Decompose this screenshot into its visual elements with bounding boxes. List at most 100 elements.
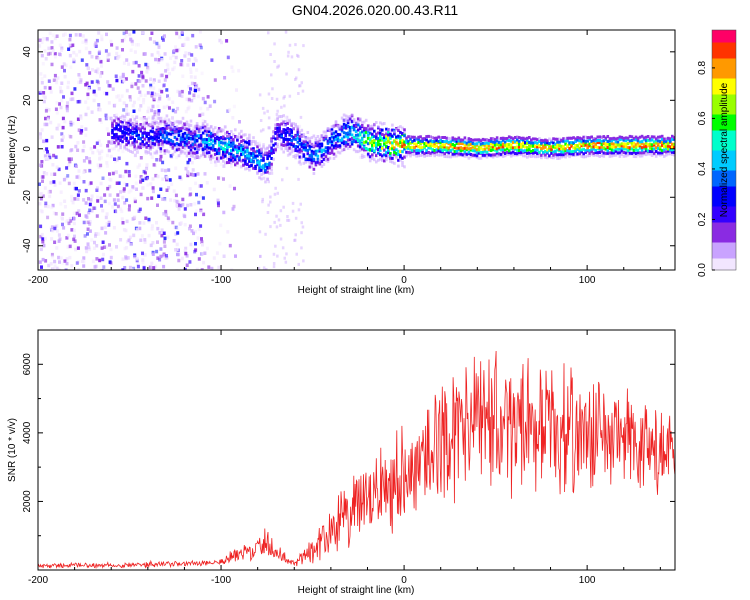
spectrogram-noise-cell	[123, 246, 127, 251]
spectrogram-signal-cell	[479, 139, 483, 143]
spectrogram-signal-cell	[125, 128, 128, 132]
spectrogram-signal-cell	[550, 151, 553, 155]
spectrogram-signal-cell	[628, 146, 632, 150]
spectrogram-noise-cell	[167, 186, 171, 190]
spectrogram-noise-cell	[222, 254, 226, 258]
spectrogram-x-tick-label: -100	[211, 275, 231, 286]
colorbar-band	[712, 250, 736, 255]
spectrogram-signal-cell	[604, 142, 608, 146]
spectrogram-signal-cell	[403, 147, 406, 151]
spectrogram-signal-cell	[425, 141, 428, 145]
spectrogram-signal-cell	[397, 142, 400, 146]
spectrogram-noise-cell	[108, 243, 111, 247]
spectrogram-signal-cell	[618, 138, 622, 142]
spectrogram-signal-cell	[230, 161, 233, 165]
spectrogram-signal-cell	[538, 150, 541, 154]
spectrogram-signal-cell	[167, 126, 171, 129]
spectrogram-signal-cell	[358, 133, 362, 137]
spectrogram-signal-cell	[509, 139, 513, 143]
spectrogram-signal-cell	[326, 151, 330, 155]
spectrogram-signal-cell	[469, 142, 473, 146]
spectrogram-signal-cell	[300, 143, 304, 147]
spectrogram-signal-cell	[137, 133, 140, 137]
spectrogram-signal-cell	[417, 137, 420, 141]
colorbar-band	[712, 146, 736, 151]
spectrogram-noise-cell	[101, 252, 105, 257]
spectrogram-signal-cell	[556, 143, 559, 147]
spectrogram-noise-cell	[61, 135, 65, 139]
spectrogram-noise-cell	[93, 240, 96, 245]
spectrogram-noise-cell	[172, 49, 176, 53]
spectrogram-signal-cell	[602, 135, 606, 139]
spectrogram-signal-cell	[133, 117, 136, 121]
spectrogram-noise-cell	[122, 31, 126, 36]
spectrogram-noise-cell	[73, 234, 76, 239]
spectrogram-noise-cell	[262, 266, 266, 270]
spectrogram-noise-cell	[95, 79, 99, 84]
spectrogram-noise-cell	[299, 84, 302, 88]
spectrogram-noise-cell	[167, 121, 171, 125]
spectrogram-noise-cell	[141, 186, 145, 190]
spectrogram-signal-cell	[671, 150, 674, 154]
spectrogram-noise-cell	[139, 104, 143, 108]
spectrogram-noise-cell	[113, 157, 116, 161]
spectrogram-signal-cell	[379, 138, 382, 142]
spectrogram-signal-cell	[526, 139, 529, 143]
spectrogram-signal-cell	[264, 151, 267, 155]
spectrogram-signal-cell	[395, 148, 398, 152]
spectrogram-noise-cell	[133, 199, 137, 204]
spectrogram-noise-cell	[63, 199, 67, 203]
spectrogram-signal-cell	[342, 113, 346, 117]
spectrogram-signal-cell	[310, 149, 314, 153]
spectrogram-signal-cell	[634, 135, 638, 139]
spectrogram-signal-cell	[419, 149, 422, 153]
spectrogram-noise-cell	[40, 191, 44, 196]
spectrogram-signal-cell	[193, 140, 197, 144]
spectrogram-signal-cell	[240, 165, 243, 169]
spectrogram-signal-cell	[389, 133, 392, 137]
spectrogram-noise-cell	[264, 232, 267, 236]
spectrogram-noise-cell	[60, 98, 64, 103]
spectrogram-signal-cell	[471, 149, 475, 153]
spectrogram-noise-cell	[122, 79, 126, 83]
spectrogram-noise-cell	[115, 210, 118, 214]
spectrogram-noise-cell	[122, 187, 126, 191]
spectrogram-noise-cell	[186, 170, 190, 174]
spectrogram-noise-cell	[157, 79, 161, 83]
spectrogram-signal-cell	[284, 124, 287, 127]
spectrogram-signal-cell	[475, 142, 479, 146]
spectrogram-noise-cell	[288, 94, 292, 98]
spectrogram-signal-cell	[556, 148, 559, 152]
spectrogram-signal-cell	[570, 152, 573, 156]
spectrogram-noise-cell	[72, 181, 76, 186]
spectrogram-noise-cell	[131, 42, 135, 46]
spectrogram-signal-cell	[165, 126, 169, 130]
spectrogram-noise-cell	[100, 149, 104, 154]
spectrogram-signal-cell	[334, 123, 338, 127]
spectrogram-signal-cell	[230, 130, 233, 133]
spectrogram-noise-cell	[294, 233, 297, 237]
spectrogram-signal-cell	[534, 148, 537, 152]
spectrogram-signal-cell	[648, 150, 652, 153]
spectrogram-signal-cell	[161, 144, 165, 148]
spectrogram-signal-cell	[395, 135, 398, 139]
spectrogram-signal-cell	[219, 145, 223, 149]
spectrogram-noise-cell	[267, 31, 270, 35]
spectrogram-noise-cell	[261, 197, 264, 201]
spectrogram-noise-cell	[106, 186, 110, 191]
spectrogram-noise-cell	[59, 190, 63, 194]
spectrogram-noise-cell	[58, 102, 61, 106]
spectrogram-noise-cell	[182, 42, 186, 47]
spectrogram-signal-cell	[429, 146, 432, 150]
spectrogram-signal-cell	[572, 136, 575, 140]
spectrogram-noise-cell	[40, 53, 44, 58]
spectrogram-signal-cell	[576, 136, 579, 140]
spectrogram-signal-cell	[209, 125, 213, 128]
spectrogram-signal-cell	[666, 149, 670, 153]
spectrogram-noise-cell	[122, 189, 126, 193]
spectrogram-signal-cell	[594, 145, 598, 149]
spectrogram-signal-cell	[302, 135, 306, 138]
spectrogram-signal-cell	[358, 141, 362, 145]
spectrogram-signal-cell	[415, 144, 418, 148]
spectrogram-noise-cell	[127, 173, 131, 178]
